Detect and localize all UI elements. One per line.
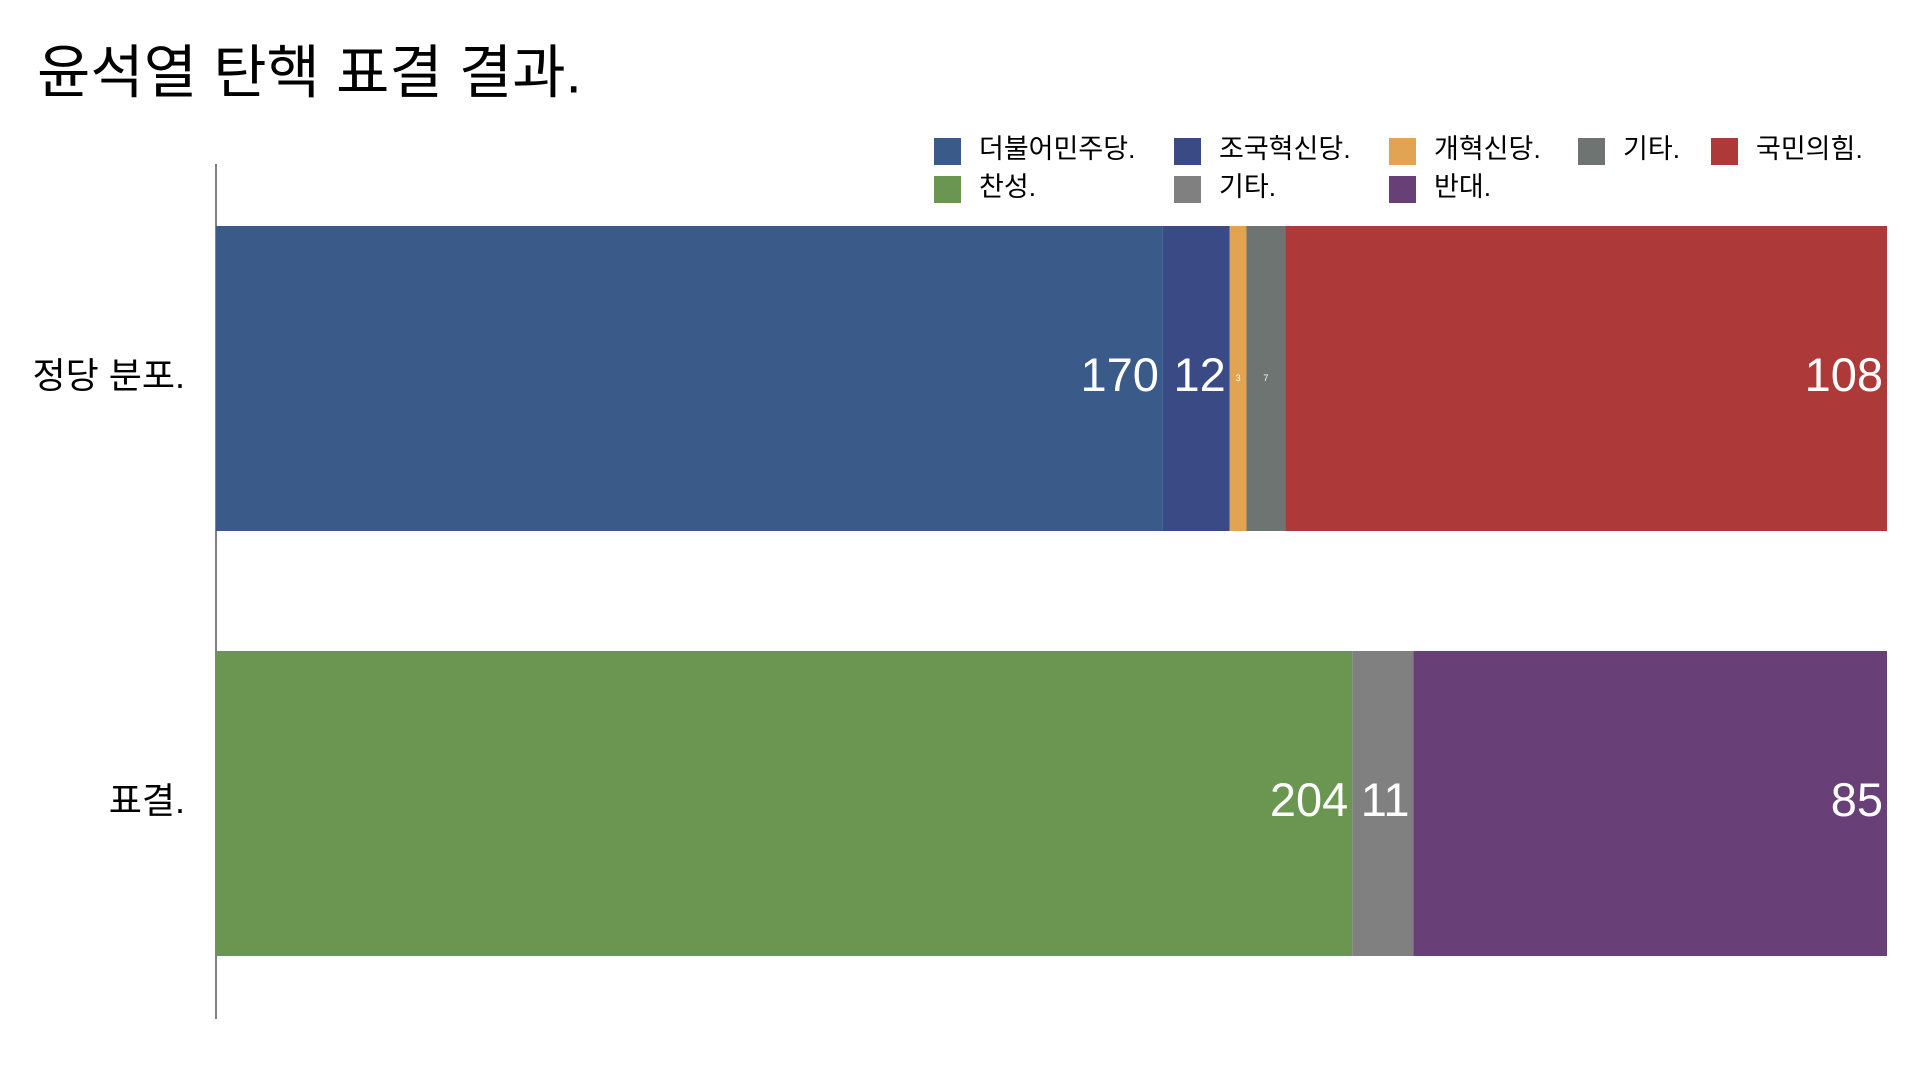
bar-segment — [1352, 651, 1414, 956]
data-label: 170 — [1080, 348, 1158, 401]
data-label: 7 — [1263, 373, 1268, 383]
legend-label: 기타. — [1219, 172, 1276, 202]
legend-label: 찬성. — [979, 172, 1036, 202]
y-tick-label: 표결. — [109, 780, 185, 821]
data-label: 108 — [1805, 348, 1883, 401]
bar-segment — [1285, 226, 1887, 531]
legend-label: 조국혁신당. — [1219, 134, 1351, 164]
legend-swatch — [934, 138, 961, 165]
bar-segment — [1413, 651, 1887, 956]
bar-segment — [1162, 226, 1230, 531]
data-label: 3 — [1236, 373, 1241, 383]
legend-label: 더불어민주당. — [979, 134, 1136, 164]
data-label: 11 — [1361, 773, 1410, 826]
data-label: 204 — [1270, 773, 1348, 826]
legend-label: 국민의힘. — [1756, 134, 1863, 164]
legend-swatch — [1578, 138, 1605, 165]
legend-swatch — [1174, 176, 1201, 203]
bar-segment — [216, 651, 1353, 956]
chart-title: 윤석열 탄핵 표결 결과. — [37, 40, 582, 105]
bar-segment — [1246, 226, 1286, 531]
data-label: 12 — [1173, 348, 1225, 401]
legend-swatch — [934, 176, 961, 203]
y-tick-label: 정당 분포. — [33, 355, 185, 396]
bar-segment — [216, 226, 1163, 531]
legend-swatch — [1711, 138, 1738, 165]
legend-swatch — [1174, 138, 1201, 165]
legend-swatch — [1389, 176, 1416, 203]
legend-label: 기타. — [1623, 134, 1680, 164]
bar-segment — [1229, 226, 1247, 531]
legend-swatch — [1389, 138, 1416, 165]
legend-label: 반대. — [1434, 172, 1491, 202]
legend-label: 개혁신당. — [1434, 134, 1541, 164]
data-label: 85 — [1831, 773, 1883, 826]
